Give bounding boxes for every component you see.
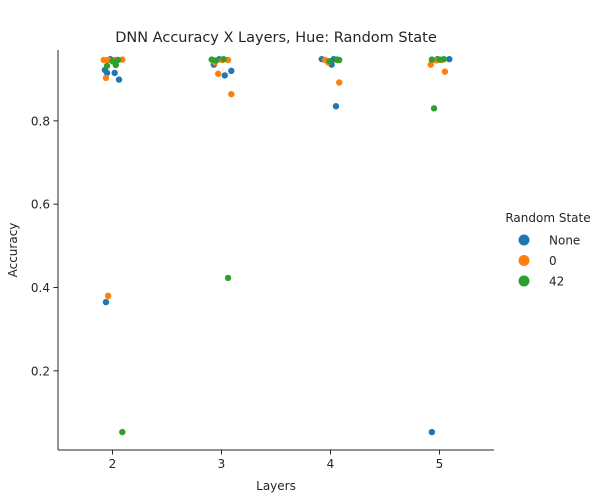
point-None-15 (428, 428, 436, 436)
y-tick-label-0.4: 0.4 (31, 281, 50, 295)
point-42-8 (224, 274, 232, 282)
legend-marker-None (518, 234, 530, 246)
point-42-3 (114, 56, 122, 64)
point-None-14 (332, 103, 340, 110)
y-tick-label-0.8: 0.8 (31, 114, 50, 128)
legend-label-None: None (549, 234, 580, 248)
point-0-7 (215, 70, 222, 77)
point-42-0 (103, 62, 111, 70)
point-0-2 (102, 74, 110, 82)
chart-title: DNN Accuracy X Layers, Hue: Random State (115, 30, 437, 46)
point-42-15 (440, 55, 448, 63)
point-42-11 (336, 56, 343, 64)
x-axis-label: Layers (256, 479, 296, 493)
legend-marker-0 (518, 255, 530, 266)
point-42-12 (428, 56, 436, 63)
y-tick-label-0.6: 0.6 (31, 198, 50, 212)
point-0-5 (104, 292, 112, 300)
x-ticks: 2 3 4 5 (109, 450, 444, 471)
legend-marker-42 (518, 275, 530, 287)
point-42-9 (326, 58, 333, 65)
points-layer (100, 55, 453, 436)
point-0-10 (228, 90, 235, 98)
legend-items: None 0 42 (518, 234, 580, 289)
legend-label-0: 0 (549, 254, 557, 268)
point-42-13 (430, 105, 438, 112)
point-None-1 (103, 69, 111, 77)
point-42-6 (212, 57, 220, 64)
point-None-6 (102, 298, 110, 306)
y-axis-label: Accuracy (6, 223, 20, 278)
point-42-4 (119, 428, 126, 436)
point-None-4 (115, 76, 123, 83)
y-ticks: 0.2 0.4 0.6 0.8 (31, 114, 58, 378)
legend-title: Random State (505, 211, 590, 225)
point-0-18 (441, 68, 449, 75)
legend: Random State None 0 42 (505, 211, 590, 289)
point-0-14 (336, 79, 343, 86)
point-None-3 (111, 69, 118, 77)
point-0-15 (427, 61, 434, 68)
point-42-2 (112, 61, 119, 69)
point-None-9 (221, 72, 228, 79)
point-42-7 (220, 55, 227, 63)
x-tick-label-2: 2 (109, 457, 117, 471)
x-tick-label-3: 3 (218, 457, 226, 471)
x-tick-label-4: 4 (327, 457, 335, 471)
y-tick-label-0.2: 0.2 (31, 364, 50, 378)
point-None-10 (228, 67, 235, 75)
x-tick-label-5: 5 (436, 457, 444, 471)
legend-label-42: 42 (549, 275, 564, 289)
point-None-17 (446, 55, 453, 63)
